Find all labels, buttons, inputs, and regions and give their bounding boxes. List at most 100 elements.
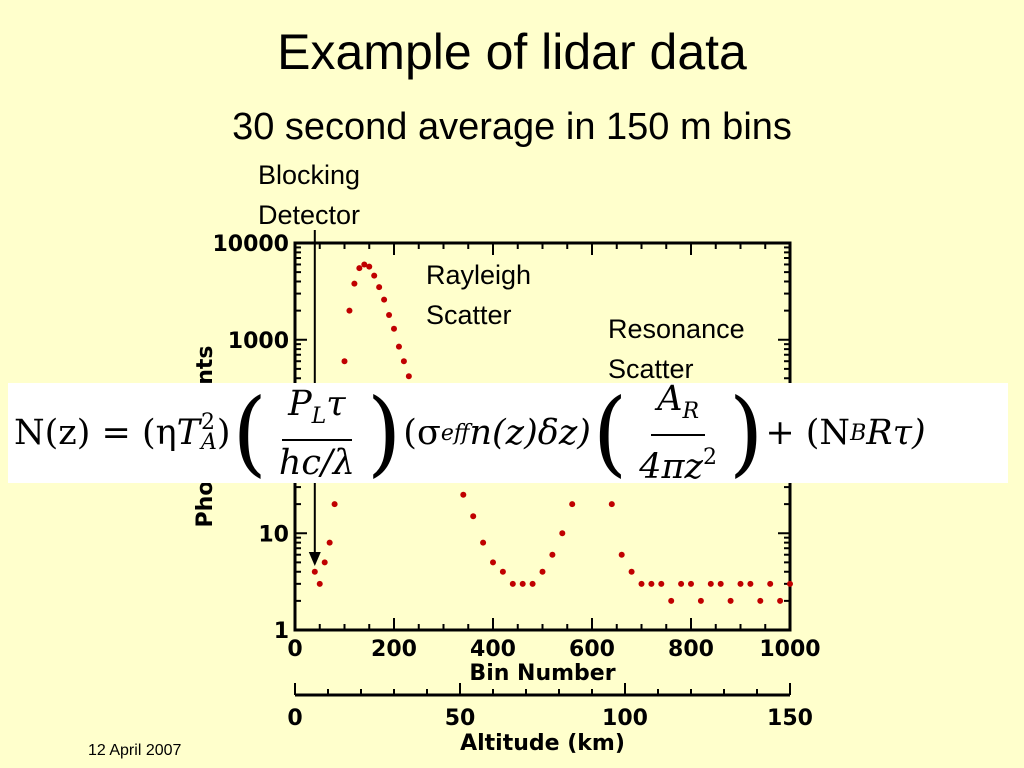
data-point	[559, 530, 566, 537]
blocking-label-line1: Blocking	[258, 160, 361, 190]
data-point	[366, 263, 373, 270]
data-point	[371, 272, 378, 279]
eq-tau: τ	[326, 383, 346, 424]
altitude-tick-label: 50	[445, 706, 476, 731]
blocking-detector-label: Blocking Detector	[258, 155, 360, 235]
data-point	[757, 597, 764, 604]
eq-NB-sub: B	[850, 420, 867, 446]
altitude-tick-label: 100	[602, 706, 648, 731]
data-point	[405, 373, 412, 380]
data-point	[326, 539, 333, 546]
data-point	[648, 580, 655, 587]
rayleigh-label-line1: Rayleigh	[426, 260, 532, 290]
data-point	[777, 597, 784, 604]
x-tick-label: 1000	[759, 637, 820, 662]
x-axis-label: Bin Number	[469, 661, 615, 686]
data-point	[361, 261, 368, 268]
data-point	[688, 580, 694, 587]
data-point	[697, 597, 704, 604]
data-point	[395, 343, 402, 350]
rayleigh-label-line2: Scatter	[426, 300, 512, 330]
data-point	[470, 513, 477, 520]
data-point	[386, 312, 393, 319]
eq-tail: Rτ)	[866, 413, 926, 453]
slide-subtitle: 30 second average in 150 m bins	[232, 106, 792, 148]
slide-title: Example of lidar data	[277, 24, 747, 80]
altitude-tick-label: 150	[767, 706, 813, 731]
data-point	[678, 580, 685, 587]
x-tick-label: 600	[569, 637, 615, 662]
altitude-tick-label: 0	[287, 706, 302, 731]
data-point	[499, 568, 506, 575]
eq-close-paren: )	[216, 413, 231, 453]
blocking-label-line2: Detector	[258, 200, 361, 230]
eq-lhs: N(z) = (η	[14, 413, 177, 453]
slide-date: 12 April 2007	[88, 742, 182, 759]
data-point	[331, 501, 338, 508]
data-point	[509, 580, 516, 587]
eq-mid: n(z)δz)	[469, 413, 591, 453]
data-point	[346, 307, 353, 314]
data-point	[747, 580, 754, 587]
data-point	[316, 580, 323, 587]
x-tick-label: 0	[287, 637, 302, 662]
data-point	[707, 580, 714, 587]
resonance-scatter-label: Resonance Scatter	[608, 309, 745, 389]
data-point	[549, 551, 556, 558]
data-point	[658, 580, 665, 587]
data-point	[311, 568, 318, 575]
rayleigh-scatter-label: Rayleigh Scatter	[426, 255, 531, 335]
altitude-axis-label: Altitude (km)	[460, 731, 625, 756]
eq-T-sub: A	[200, 430, 217, 455]
data-point	[381, 296, 388, 303]
eq-P-sub: L	[311, 403, 327, 429]
data-point	[727, 597, 734, 604]
data-point	[638, 580, 645, 587]
data-point	[400, 358, 407, 365]
data-point	[391, 325, 397, 332]
data-point	[539, 568, 546, 575]
data-point	[490, 559, 496, 566]
eq-A: A	[657, 379, 683, 419]
lidar-equation: N(z) = (η T 2 A) ( PLτ hc/λ ) (σ eff n(z)δz) …	[14, 378, 926, 487]
data-point	[529, 580, 536, 587]
data-point	[351, 280, 358, 287]
blocking-arrow-head	[308, 552, 321, 566]
data-point	[787, 580, 793, 587]
eq-T-sup: 2	[200, 410, 215, 435]
eq-T: T	[176, 413, 200, 453]
eq-z-sup: 2	[702, 445, 717, 470]
data-point	[717, 580, 724, 587]
eq-frac2-den: 4πz	[639, 447, 703, 487]
resonance-label-line1: Resonance	[608, 314, 745, 344]
eq-plus: + (N	[765, 413, 851, 453]
data-point	[341, 358, 348, 365]
data-point	[737, 580, 744, 587]
data-point	[569, 501, 576, 508]
data-point	[628, 568, 635, 575]
data-point	[618, 551, 625, 558]
resonance-label-line2: Scatter	[608, 354, 694, 384]
data-point	[376, 284, 383, 291]
eq-sigma: (σ	[403, 413, 441, 453]
data-point	[767, 580, 774, 587]
data-point	[321, 559, 328, 566]
data-point	[668, 597, 675, 604]
equation-band	[8, 383, 1008, 483]
data-point	[519, 580, 526, 587]
y-tick-label: 10000	[212, 232, 289, 257]
eq-A-sub: R	[682, 399, 700, 424]
y-tick-label: 10	[258, 522, 289, 547]
eq-sigma-sub: eff	[440, 420, 470, 446]
data-point	[480, 539, 487, 546]
y-tick-label: 1	[274, 619, 289, 644]
x-tick-label: 200	[371, 637, 417, 662]
eq-frac1-den: hc/λ	[278, 442, 355, 483]
eq-P: P	[288, 383, 312, 424]
data-point	[356, 265, 363, 272]
x-tick-label: 400	[470, 637, 516, 662]
y-tick-label: 1000	[228, 329, 289, 354]
data-point	[460, 491, 467, 498]
data-point	[608, 501, 615, 508]
